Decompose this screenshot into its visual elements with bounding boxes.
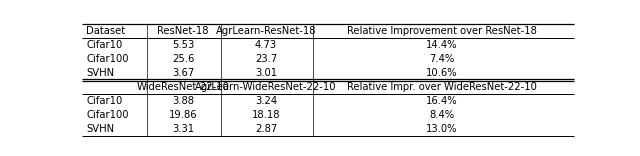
Text: AgrLearn-ResNet-18: AgrLearn-ResNet-18 — [216, 26, 316, 36]
Text: Cifar100: Cifar100 — [86, 110, 129, 120]
Text: 3.31: 3.31 — [172, 124, 194, 134]
Text: Cifar10: Cifar10 — [86, 40, 123, 50]
Text: 23.7: 23.7 — [255, 54, 277, 64]
Text: 4.73: 4.73 — [255, 40, 277, 50]
Text: 25.6: 25.6 — [172, 54, 195, 64]
Text: ResNet-18: ResNet-18 — [157, 26, 209, 36]
Text: 19.86: 19.86 — [169, 110, 198, 120]
Text: 2.87: 2.87 — [255, 124, 277, 134]
Text: 7.4%: 7.4% — [429, 54, 454, 64]
Text: WideResNet-22-10: WideResNet-22-10 — [137, 82, 230, 92]
Text: 13.0%: 13.0% — [426, 124, 458, 134]
Text: 16.4%: 16.4% — [426, 96, 458, 106]
Text: 5.53: 5.53 — [172, 40, 195, 50]
Text: 10.6%: 10.6% — [426, 68, 458, 78]
Text: 14.4%: 14.4% — [426, 40, 458, 50]
Text: 18.18: 18.18 — [252, 110, 280, 120]
Text: Cifar100: Cifar100 — [86, 54, 129, 64]
Text: Dataset: Dataset — [86, 26, 125, 36]
Text: 3.24: 3.24 — [255, 96, 277, 106]
Text: SVHN: SVHN — [86, 124, 115, 134]
Text: Relative Impr. over WideResNet-22-10: Relative Impr. over WideResNet-22-10 — [347, 82, 537, 92]
Text: Cifar10: Cifar10 — [86, 96, 123, 106]
Text: 3.01: 3.01 — [255, 68, 277, 78]
Text: 8.4%: 8.4% — [429, 110, 454, 120]
Text: AgrLearn-WideResNet-22-10: AgrLearn-WideResNet-22-10 — [195, 82, 337, 92]
Text: 3.67: 3.67 — [172, 68, 195, 78]
Text: SVHN: SVHN — [86, 68, 115, 78]
Text: 3.88: 3.88 — [172, 96, 194, 106]
Text: Relative Improvement over ResNet-18: Relative Improvement over ResNet-18 — [347, 26, 537, 36]
